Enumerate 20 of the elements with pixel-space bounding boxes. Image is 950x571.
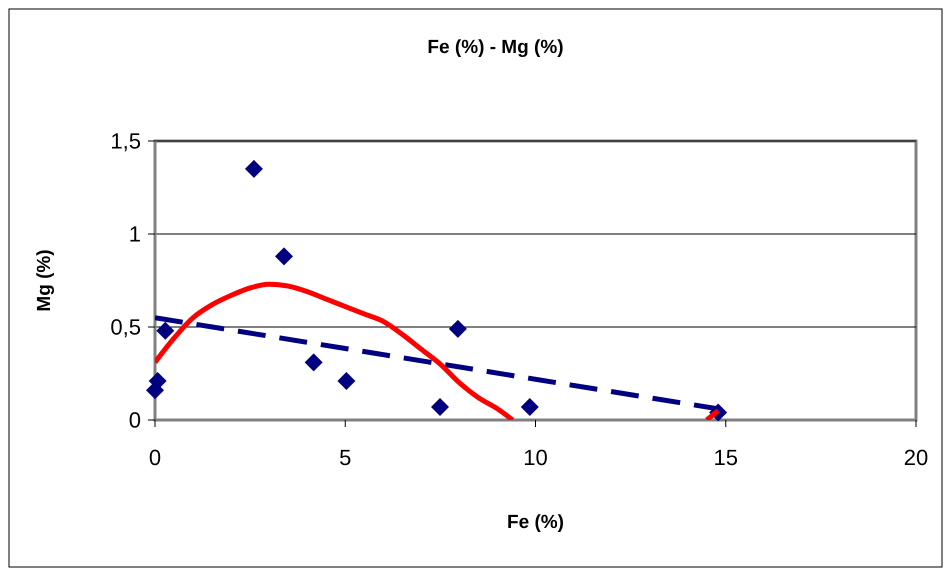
x-tick-label: 0: [148, 445, 162, 470]
y-tick-label: 1,5: [110, 128, 141, 154]
point: [430, 398, 449, 416]
point: [244, 160, 263, 178]
y-axis-title: Mg (%): [34, 249, 55, 312]
x-tick-label: 5: [339, 445, 352, 470]
point: [448, 320, 467, 338]
x-tick-label: 15: [714, 445, 738, 470]
point: [520, 398, 539, 416]
point: [156, 322, 174, 340]
point: [304, 353, 323, 372]
y-tick-label: 0: [128, 408, 141, 433]
point: [337, 372, 356, 390]
x-tick-label: 10: [523, 445, 548, 470]
chart-title: Fe (%) - Mg (%): [427, 37, 564, 58]
point: [274, 247, 293, 266]
x-tick-label: 20: [904, 445, 928, 470]
y-tick-label: 0,5: [110, 314, 141, 340]
y-tick-label: 1: [128, 222, 141, 247]
x-axis-title: Fe (%): [507, 512, 564, 533]
